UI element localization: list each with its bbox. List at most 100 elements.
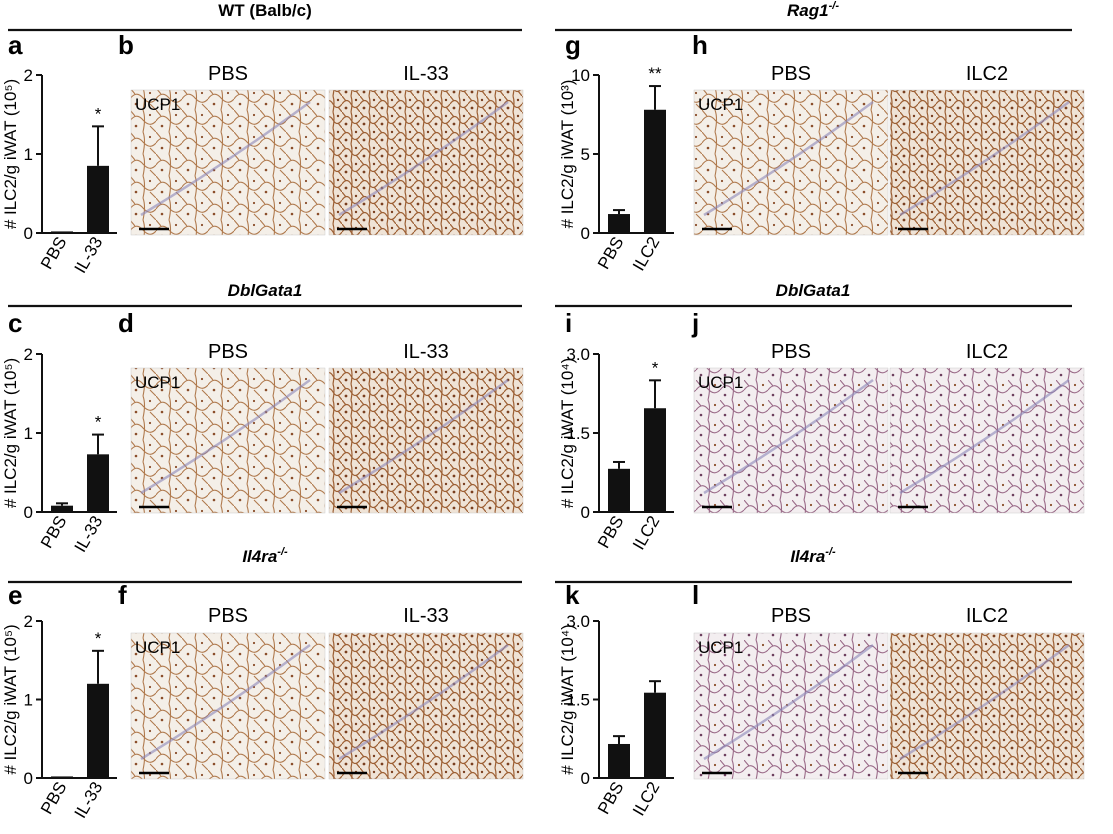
panel-letter-h: h: [692, 30, 708, 60]
micrograph-panel-d: d PBS IL-33 UCP1: [118, 308, 524, 514]
bar-il-33: [87, 683, 109, 778]
micrograph-panel-f: f PBS IL-33 UCP1: [118, 580, 524, 780]
tissue-streak: [338, 378, 509, 495]
condition-label: PBS: [208, 605, 248, 627]
condition-label: IL-33: [403, 605, 449, 627]
micrograph-panel-h: h PBS ILC2 UCP1: [692, 30, 1085, 236]
micrograph-panel-b: b PBS IL-33 UCP1: [118, 30, 524, 236]
panel-letter-c: c: [8, 308, 22, 338]
panel-letter-l: l: [692, 580, 699, 610]
section-header-left-3: Il4ra-/-: [242, 546, 288, 566]
y-axis-label: # ILC2/g iWAT (10⁵): [1, 79, 20, 229]
bar-il-33: [87, 454, 109, 512]
condition-label: ILC2: [966, 63, 1008, 85]
panel-letter-i: i: [565, 308, 572, 338]
bar-pbs: [51, 776, 73, 778]
tissue-streak: [140, 378, 311, 495]
x-tick-label: IL-33: [71, 513, 107, 556]
bar-ilc2: [644, 109, 666, 233]
y-tick-label: 5: [581, 145, 590, 164]
bar-pbs: [51, 505, 73, 512]
section-header-left-1: WT (Balb/c): [218, 1, 312, 20]
condition-label: PBS: [771, 605, 811, 627]
chart-g: g 0 5 10# ILC2/g iWAT (10³) PBS ** ILC2: [558, 30, 674, 274]
y-tick-label: 0: [581, 769, 590, 788]
stain-label: UCP1: [135, 95, 180, 114]
significance-mark: *: [95, 104, 102, 123]
condition-label: PBS: [208, 63, 248, 85]
y-tick-label: 1: [24, 145, 33, 164]
y-axis-label: # ILC2/g iWAT (10⁵): [1, 624, 20, 774]
tissue-streak: [703, 643, 874, 761]
tissue-streak: [140, 100, 311, 217]
x-tick-label: PBS: [594, 779, 627, 818]
stain-label: UCP1: [698, 95, 743, 114]
stain-label: UCP1: [135, 373, 180, 392]
chart-e: e 0 1 2# ILC2/g iWAT (10⁵) PBS * IL-33: [1, 580, 117, 822]
panel-letter-e: e: [8, 580, 22, 610]
x-tick-label: IL-33: [71, 779, 107, 822]
x-tick-label: PBS: [37, 513, 70, 552]
x-tick-label: PBS: [594, 234, 627, 273]
stain-label: UCP1: [135, 638, 180, 657]
condition-label: IL-33: [403, 63, 449, 85]
y-tick-label: 1.5: [566, 424, 590, 443]
y-tick-label: 2: [24, 612, 33, 631]
tissue-streak: [899, 643, 1070, 761]
x-tick-label: PBS: [37, 779, 70, 818]
y-tick-label: 1: [24, 424, 33, 443]
micrograph-panel-j: j PBS ILC2 UCP1: [691, 308, 1085, 514]
x-tick-label: PBS: [37, 234, 70, 273]
panel-letter-g: g: [565, 30, 581, 60]
tissue-streak: [140, 643, 311, 761]
bar-pbs: [608, 743, 630, 778]
panel-letter-d: d: [118, 308, 134, 338]
condition-label: PBS: [771, 341, 811, 363]
y-tick-label: 10: [571, 66, 590, 85]
y-tick-label: 3.0: [566, 612, 590, 631]
y-tick-label: 2: [24, 345, 33, 364]
y-tick-label: 1.5: [566, 691, 590, 710]
condition-label: PBS: [771, 63, 811, 85]
section-header-left-2: DblGata1: [228, 281, 303, 300]
bar-pbs: [608, 214, 630, 233]
bar-ilc2: [644, 408, 666, 512]
x-tick-label: IL-33: [71, 234, 107, 277]
tissue-streak: [338, 100, 509, 217]
chart-i: i 0 1.5 3.0# ILC2/g iWAT (10⁴) PBS * ILC2: [558, 308, 674, 553]
bar-il-33: [87, 165, 109, 233]
y-tick-label: 0: [24, 503, 33, 522]
chart-a: a 0 1 2# ILC2/g iWAT (10⁵) PBS * IL-33: [1, 30, 117, 277]
tissue-streak: [338, 643, 509, 761]
tissue-streak: [703, 378, 874, 495]
significance-mark: *: [652, 358, 659, 377]
section-header-right-3: Il4ra-/-: [790, 546, 836, 566]
bar-pbs: [51, 231, 73, 233]
y-axis-label: # ILC2/g iWAT (10³): [558, 80, 577, 229]
bar-ilc2: [644, 692, 666, 778]
y-axis-label: # ILC2/g iWAT (10⁵): [1, 358, 20, 508]
condition-label: ILC2: [966, 605, 1008, 627]
y-tick-label: 0: [581, 224, 590, 243]
significance-mark: *: [95, 413, 102, 432]
section-header-right-2: DblGata1: [776, 281, 851, 300]
condition-label: ILC2: [966, 341, 1008, 363]
panel-letter-a: a: [8, 30, 23, 60]
condition-label: PBS: [208, 341, 248, 363]
y-axis-label: # ILC2/g iWAT (10⁴): [558, 358, 577, 509]
tissue-streak: [899, 378, 1070, 495]
y-tick-label: 1: [24, 691, 33, 710]
tissue-streak: [703, 100, 874, 217]
stain-label: UCP1: [698, 373, 743, 392]
y-tick-label: 2: [24, 66, 33, 85]
chart-c: c 0 1 2# ILC2/g iWAT (10⁵) PBS * IL-33: [1, 308, 117, 556]
significance-mark: **: [648, 64, 662, 83]
panel-letter-b: b: [118, 30, 134, 60]
y-tick-label: 3.0: [566, 345, 590, 364]
y-axis-label: # ILC2/g iWAT (10⁴): [558, 624, 577, 775]
x-tick-label: ILC2: [629, 779, 663, 820]
y-tick-label: 0: [581, 503, 590, 522]
tissue-streak: [899, 100, 1070, 217]
